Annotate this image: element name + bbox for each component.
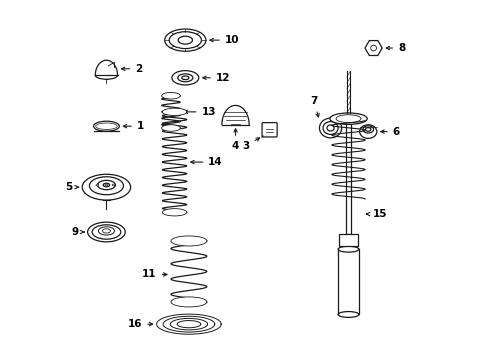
Ellipse shape	[162, 125, 180, 131]
Text: 10: 10	[209, 35, 239, 45]
Ellipse shape	[102, 229, 110, 233]
Ellipse shape	[112, 184, 115, 186]
Ellipse shape	[162, 108, 186, 116]
Polygon shape	[222, 105, 249, 125]
Text: 4: 4	[231, 129, 239, 151]
Text: 8: 8	[386, 43, 405, 53]
Ellipse shape	[162, 93, 180, 99]
Ellipse shape	[359, 125, 376, 138]
Ellipse shape	[164, 29, 205, 51]
Ellipse shape	[178, 36, 192, 44]
Ellipse shape	[326, 125, 333, 131]
Text: 15: 15	[366, 209, 386, 219]
Text: 1: 1	[123, 121, 144, 131]
Bar	[339, 234, 357, 246]
Text: 9: 9	[71, 227, 84, 237]
Ellipse shape	[362, 126, 373, 133]
Ellipse shape	[162, 208, 186, 216]
Ellipse shape	[171, 297, 206, 307]
Ellipse shape	[92, 225, 121, 239]
Ellipse shape	[96, 184, 99, 186]
Ellipse shape	[171, 71, 198, 85]
Ellipse shape	[171, 236, 206, 246]
Ellipse shape	[370, 45, 376, 51]
Ellipse shape	[337, 311, 358, 318]
Ellipse shape	[365, 128, 370, 131]
Polygon shape	[364, 41, 382, 55]
Text: 3: 3	[242, 138, 259, 150]
Ellipse shape	[96, 123, 117, 130]
Text: 16: 16	[127, 319, 152, 329]
Text: 14: 14	[190, 157, 223, 167]
Ellipse shape	[103, 183, 109, 187]
Ellipse shape	[323, 122, 337, 134]
Ellipse shape	[182, 76, 188, 80]
Ellipse shape	[335, 115, 360, 123]
Ellipse shape	[82, 174, 130, 200]
Ellipse shape	[329, 113, 366, 125]
Ellipse shape	[89, 177, 123, 195]
Ellipse shape	[87, 222, 125, 242]
Text: 5: 5	[65, 182, 78, 192]
Text: 6: 6	[380, 127, 399, 136]
FancyBboxPatch shape	[262, 123, 277, 137]
Ellipse shape	[97, 180, 115, 190]
Ellipse shape	[337, 246, 358, 252]
Ellipse shape	[319, 118, 341, 138]
Text: 12: 12	[203, 73, 230, 83]
Text: 7: 7	[310, 96, 319, 117]
Ellipse shape	[169, 32, 201, 49]
Ellipse shape	[98, 227, 114, 235]
Text: 11: 11	[142, 270, 166, 279]
Ellipse shape	[93, 121, 119, 131]
Ellipse shape	[95, 71, 117, 79]
Text: 2: 2	[122, 64, 142, 74]
Ellipse shape	[105, 184, 108, 186]
Polygon shape	[95, 60, 117, 75]
Ellipse shape	[178, 74, 192, 82]
Text: 13: 13	[184, 107, 216, 117]
